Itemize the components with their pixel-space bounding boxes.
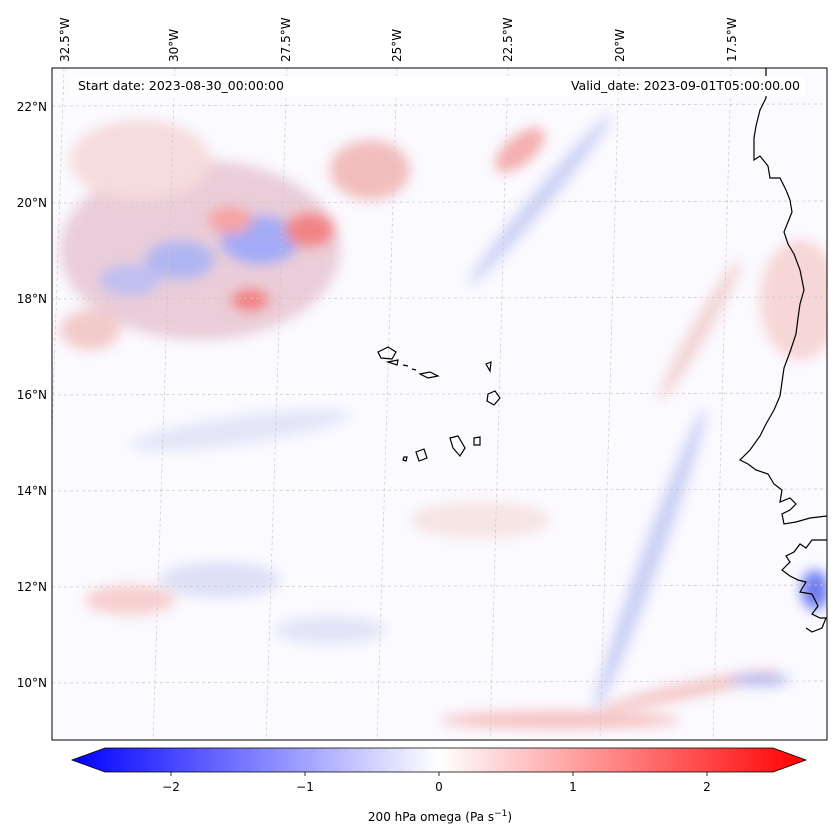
omega-field: [52, 68, 827, 740]
lat-label-12n: 12°N: [17, 580, 47, 594]
valid-date-label: Valid_date: 2023-09-01T05:00:00.00: [571, 78, 800, 93]
lat-label-20n: 20°N: [17, 196, 47, 210]
colorbar-bar: [70, 747, 808, 773]
lon-label-27-5w: 27.5°W: [279, 17, 293, 62]
colorbar-label: 200 hPa omega (Pa s−1): [368, 809, 512, 824]
cape-verde-islands: [377, 346, 501, 462]
lat-label-18n: 18°N: [17, 292, 47, 306]
africa-coastline: [738, 68, 827, 525]
lon-label-25w: 25°W: [390, 29, 404, 62]
lon-label-20w: 20°W: [613, 29, 627, 62]
lat-label-16n: 16°N: [17, 388, 47, 402]
colorbar-tick-0: 0: [435, 780, 443, 794]
latitude-labels: 22°N 20°N 18°N 16°N 14°N 12°N 10°N: [17, 100, 47, 690]
lon-label-32-5w: 32.5°W: [58, 17, 72, 62]
lat-label-22n: 22°N: [17, 100, 47, 114]
colorbar-tick-neg2: −2: [162, 780, 180, 794]
lat-label-14n: 14°N: [17, 484, 47, 498]
graticule: [52, 68, 827, 740]
header-strip: [70, 76, 805, 96]
colorbar-tick-1: 1: [569, 780, 577, 794]
lon-label-17-5w: 17.5°W: [725, 17, 739, 62]
map-frame: [51, 67, 828, 741]
lat-label-10n: 10°N: [17, 676, 47, 690]
longitude-labels: 32.5°W 30°W 27.5°W 25°W 22.5°W 20°W 17.5…: [58, 17, 739, 62]
lon-label-22-5w: 22.5°W: [501, 17, 515, 62]
lon-label-30w: 30°W: [167, 29, 181, 62]
colorbar-tick-neg1: −1: [296, 780, 314, 794]
start-date-label: Start date: 2023-08-30_00:00:00: [78, 78, 284, 93]
colorbar-tick-2: 2: [703, 780, 711, 794]
colorbar: −2 −1 0 1 2 200 hPa omega (Pa s−1): [70, 747, 808, 824]
africa-coastline-south: [781, 539, 827, 633]
